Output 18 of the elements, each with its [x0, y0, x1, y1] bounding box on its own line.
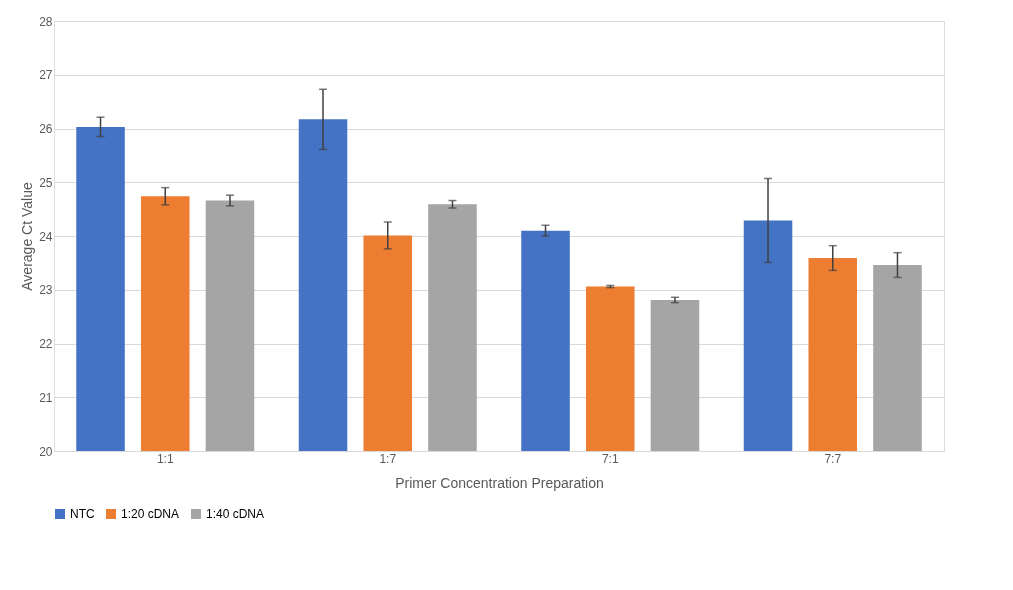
y-tick-label: 26 — [39, 122, 53, 136]
legend-label: 1:40 cDNA — [206, 507, 265, 521]
y-tick-label: 25 — [39, 175, 53, 190]
x-tick-label: 1:7 — [379, 451, 397, 466]
legend-label: 1:20 cDNA — [121, 507, 180, 521]
x-tick-label: 1:1 — [156, 451, 174, 466]
y-axis-title: Average Ct Value — [19, 182, 36, 291]
y-tick-label: 24 — [39, 229, 53, 244]
y-tick-label: 27 — [39, 68, 53, 83]
x-tick-label: 7:1 — [601, 451, 619, 466]
y-tick-label: 28 — [39, 14, 53, 29]
legend-label: NTC — [70, 507, 95, 521]
y-tick-label: 20 — [39, 444, 53, 459]
y-tick-label: 22 — [39, 337, 53, 351]
y-tick-label: 21 — [39, 390, 53, 405]
x-tick-label: 7:7 — [824, 451, 842, 466]
x-axis-title: Primer Concentration Preparation — [395, 474, 604, 491]
y-tick-label: 23 — [39, 283, 53, 298]
